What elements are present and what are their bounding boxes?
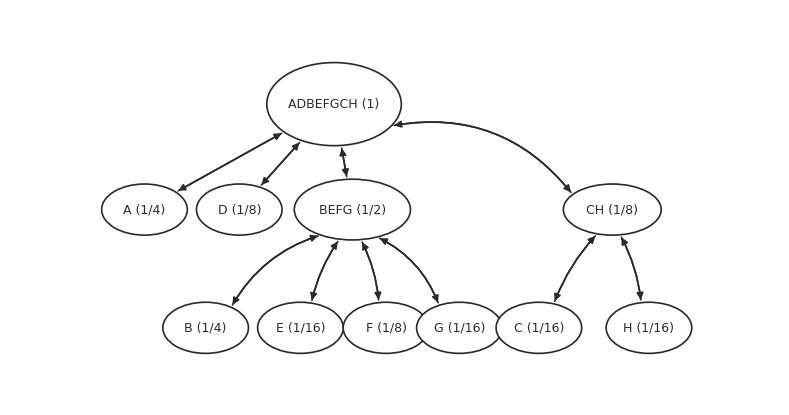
- Ellipse shape: [163, 302, 249, 353]
- Text: BEFG (1/2): BEFG (1/2): [319, 203, 386, 216]
- Ellipse shape: [563, 184, 661, 235]
- Text: G (1/16): G (1/16): [434, 321, 485, 334]
- Text: B (1/4): B (1/4): [185, 321, 226, 334]
- Text: CH (1/8): CH (1/8): [586, 203, 638, 216]
- Ellipse shape: [343, 302, 428, 353]
- Text: ADBEFGCH (1): ADBEFGCH (1): [289, 98, 380, 111]
- Text: E (1/16): E (1/16): [275, 321, 325, 334]
- Text: A (1/4): A (1/4): [123, 203, 166, 216]
- Text: D (1/8): D (1/8): [218, 203, 261, 216]
- Ellipse shape: [606, 302, 692, 353]
- Ellipse shape: [417, 302, 502, 353]
- Ellipse shape: [257, 302, 343, 353]
- Ellipse shape: [267, 63, 402, 146]
- Text: H (1/16): H (1/16): [623, 321, 675, 334]
- Text: C (1/16): C (1/16): [514, 321, 564, 334]
- Text: F (1/8): F (1/8): [365, 321, 406, 334]
- Ellipse shape: [196, 184, 282, 235]
- Ellipse shape: [102, 184, 187, 235]
- Ellipse shape: [294, 179, 410, 240]
- Ellipse shape: [496, 302, 581, 353]
